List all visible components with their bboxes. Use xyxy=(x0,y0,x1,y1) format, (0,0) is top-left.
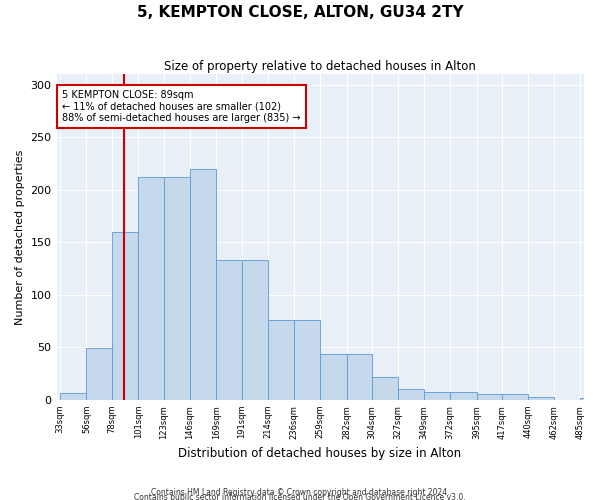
Bar xyxy=(580,398,600,400)
Bar xyxy=(190,168,217,400)
X-axis label: Distribution of detached houses by size in Alton: Distribution of detached houses by size … xyxy=(178,447,461,460)
Bar xyxy=(293,320,320,400)
Bar xyxy=(164,177,190,400)
Y-axis label: Number of detached properties: Number of detached properties xyxy=(15,150,25,324)
Text: Contains public sector information licensed under the Open Government Licence v3: Contains public sector information licen… xyxy=(134,493,466,500)
Text: 5 KEMPTON CLOSE: 89sqm
← 11% of detached houses are smaller (102)
88% of semi-de: 5 KEMPTON CLOSE: 89sqm ← 11% of detached… xyxy=(62,90,301,123)
Bar xyxy=(372,377,398,400)
Bar xyxy=(502,394,529,400)
Text: 5, KEMPTON CLOSE, ALTON, GU34 2TY: 5, KEMPTON CLOSE, ALTON, GU34 2TY xyxy=(137,5,463,20)
Bar xyxy=(112,232,138,400)
Bar xyxy=(86,348,112,400)
Bar xyxy=(476,394,502,400)
Bar xyxy=(424,392,450,400)
Bar xyxy=(268,320,293,400)
Bar xyxy=(450,392,476,400)
Bar xyxy=(398,390,424,400)
Text: Contains HM Land Registry data © Crown copyright and database right 2024.: Contains HM Land Registry data © Crown c… xyxy=(151,488,449,497)
Bar xyxy=(320,354,347,400)
Bar xyxy=(242,260,268,400)
Title: Size of property relative to detached houses in Alton: Size of property relative to detached ho… xyxy=(164,60,476,73)
Bar xyxy=(347,354,372,400)
Bar xyxy=(529,397,554,400)
Bar xyxy=(217,260,242,400)
Bar xyxy=(138,177,164,400)
Bar xyxy=(60,392,86,400)
